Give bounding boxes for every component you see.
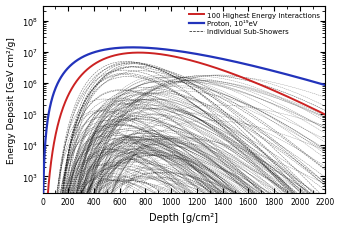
Proton, 10¹⁹eV: [324, 84, 328, 87]
Line: Proton, 10¹⁹eV: Proton, 10¹⁹eV: [43, 48, 326, 229]
Legend: 100 Highest Energy Interactions, Proton, 10¹⁹eV, Individual Sub-Showers: 100 Highest Energy Interactions, Proton,…: [187, 10, 322, 37]
100 Highest Energy Interactions: [221, 70, 225, 72]
Proton, 10¹⁹eV: [255, 66, 260, 69]
Line: 100 Highest Energy Interactions: 100 Highest Energy Interactions: [43, 53, 326, 229]
Y-axis label: Energy Deposit [GeV cm²/g]: Energy Deposit [GeV cm²/g]: [7, 37, 16, 163]
100 Highest Energy Interactions: [285, 95, 289, 98]
Proton, 10¹⁹eV: [285, 74, 289, 76]
100 Highest Energy Interactions: [255, 83, 260, 86]
Proton, 10¹⁹eV: [213, 57, 217, 60]
Proton, 10¹⁹eV: [221, 58, 225, 61]
100 Highest Energy Interactions: [324, 114, 328, 117]
X-axis label: Depth [g/cm²]: Depth [g/cm²]: [149, 212, 219, 222]
Proton, 10¹⁹eV: [205, 55, 209, 58]
Proton, 10¹⁹eV: [58, 78, 62, 81]
100 Highest Energy Interactions: [213, 67, 217, 70]
100 Highest Energy Interactions: [205, 64, 209, 67]
Proton, 10¹⁹eV: [131, 47, 135, 49]
100 Highest Energy Interactions: [137, 52, 141, 55]
100 Highest Energy Interactions: [58, 116, 62, 119]
